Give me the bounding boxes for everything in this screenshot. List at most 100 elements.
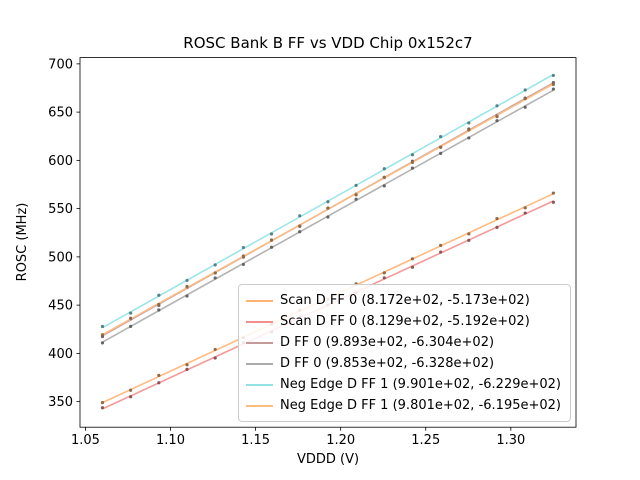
x-tick-label: 1.10 xyxy=(156,433,185,448)
data-point xyxy=(241,262,245,267)
data-point xyxy=(157,293,161,297)
data-point xyxy=(298,230,302,234)
data-point xyxy=(185,278,189,283)
data-point xyxy=(551,73,555,78)
chart-title: ROSC Bank B FF vs VDD Chip 0x152c7 xyxy=(183,34,472,52)
legend-label: Neg Edge D FF 1 (9.901e+02, -6.229e+02) xyxy=(280,377,561,392)
data-point xyxy=(467,136,471,140)
data-point xyxy=(100,406,105,410)
data-point xyxy=(551,87,555,91)
legend-item: Scan D FF 0 (8.172e+02, -5.173e+02) xyxy=(246,290,561,311)
legend-label: Scan D FF 0 (8.172e+02, -5.173e+02) xyxy=(280,293,530,308)
data-point xyxy=(129,316,133,320)
data-point xyxy=(551,82,555,87)
x-tick-label: 1.20 xyxy=(326,433,355,448)
legend-label: Scan D FF 0 (8.129e+02, -5.192e+02) xyxy=(280,314,530,329)
y-tick-label: 350 xyxy=(48,395,73,410)
y-tick-label: 650 xyxy=(48,106,73,121)
data-point xyxy=(100,333,105,337)
data-point xyxy=(298,214,302,218)
legend-item: Neg Edge D FF 1 (9.801e+02, -6.195e+02) xyxy=(246,395,561,416)
data-point xyxy=(354,193,358,197)
data-point xyxy=(495,104,499,108)
data-point xyxy=(410,265,415,269)
data-point xyxy=(185,284,189,289)
data-point xyxy=(523,206,527,210)
data-point xyxy=(467,232,471,236)
legend-item: Scan D FF 0 (8.129e+02, -5.192e+02) xyxy=(246,311,561,332)
x-tick-label: 1.05 xyxy=(71,433,100,448)
data-point xyxy=(523,211,527,215)
legend-swatch xyxy=(246,320,273,323)
data-point xyxy=(213,356,217,360)
data-point xyxy=(410,153,415,157)
legend-swatch xyxy=(246,362,273,365)
legend-swatch xyxy=(246,404,273,407)
legend-item: D FF 0 (9.853e+02, -6.328e+02) xyxy=(246,353,561,374)
data-point xyxy=(410,257,415,261)
data-point xyxy=(467,238,471,242)
data-point xyxy=(100,401,105,405)
data-point xyxy=(551,200,555,204)
data-point xyxy=(326,215,330,219)
data-point xyxy=(298,224,302,228)
data-point xyxy=(439,145,443,149)
data-point xyxy=(129,324,133,328)
data-point xyxy=(157,381,161,385)
data-point xyxy=(213,276,217,280)
data-point xyxy=(382,271,386,275)
legend-label: D FF 0 (9.893e+02, -6.304e+02) xyxy=(280,335,495,350)
data-point xyxy=(269,232,274,236)
data-point xyxy=(382,184,386,188)
data-point xyxy=(382,276,386,280)
data-point xyxy=(410,160,415,165)
y-tick-label: 450 xyxy=(48,299,73,314)
data-point xyxy=(100,324,105,329)
data-point xyxy=(467,128,471,132)
data-point xyxy=(523,88,527,92)
data-point xyxy=(185,367,189,371)
data-point xyxy=(213,347,217,352)
data-point xyxy=(439,243,443,248)
data-point xyxy=(439,250,443,254)
data-point xyxy=(382,175,386,179)
data-point xyxy=(467,121,471,125)
data-point xyxy=(129,395,133,399)
y-tick-label: 700 xyxy=(48,57,73,72)
data-point xyxy=(354,197,358,201)
x-tick-label: 1.30 xyxy=(496,433,525,448)
data-point xyxy=(157,302,161,307)
data-point xyxy=(326,200,330,204)
data-point xyxy=(129,388,133,392)
data-point xyxy=(157,373,161,378)
data-point xyxy=(213,271,217,275)
y-tick-label: 550 xyxy=(48,202,73,217)
data-point xyxy=(269,245,274,249)
data-point xyxy=(241,254,245,258)
data-point xyxy=(185,363,189,367)
data-point xyxy=(129,311,133,315)
data-point xyxy=(326,206,330,210)
data-point xyxy=(495,225,499,229)
data-point xyxy=(551,191,555,195)
legend-item: D FF 0 (9.893e+02, -6.304e+02) xyxy=(246,332,561,353)
x-tick-label: 1.15 xyxy=(241,433,270,448)
legend-swatch xyxy=(246,341,273,344)
data-point xyxy=(495,114,499,119)
data-point xyxy=(157,308,161,312)
y-axis-label: ROSC (MHz) xyxy=(15,203,30,282)
data-point xyxy=(495,119,499,123)
data-point xyxy=(185,294,189,298)
data-point xyxy=(410,166,415,170)
data-point xyxy=(439,134,443,139)
legend: Scan D FF 0 (8.172e+02, -5.173e+02) Scan … xyxy=(238,284,571,422)
y-tick-label: 500 xyxy=(48,250,73,265)
legend-label: D FF 0 (9.853e+02, -6.328e+02) xyxy=(280,356,495,371)
data-point xyxy=(523,97,527,101)
data-point xyxy=(241,245,245,250)
data-point xyxy=(439,151,443,155)
x-axis-label: VDDD (V) xyxy=(297,452,359,467)
plot-area xyxy=(79,57,577,428)
